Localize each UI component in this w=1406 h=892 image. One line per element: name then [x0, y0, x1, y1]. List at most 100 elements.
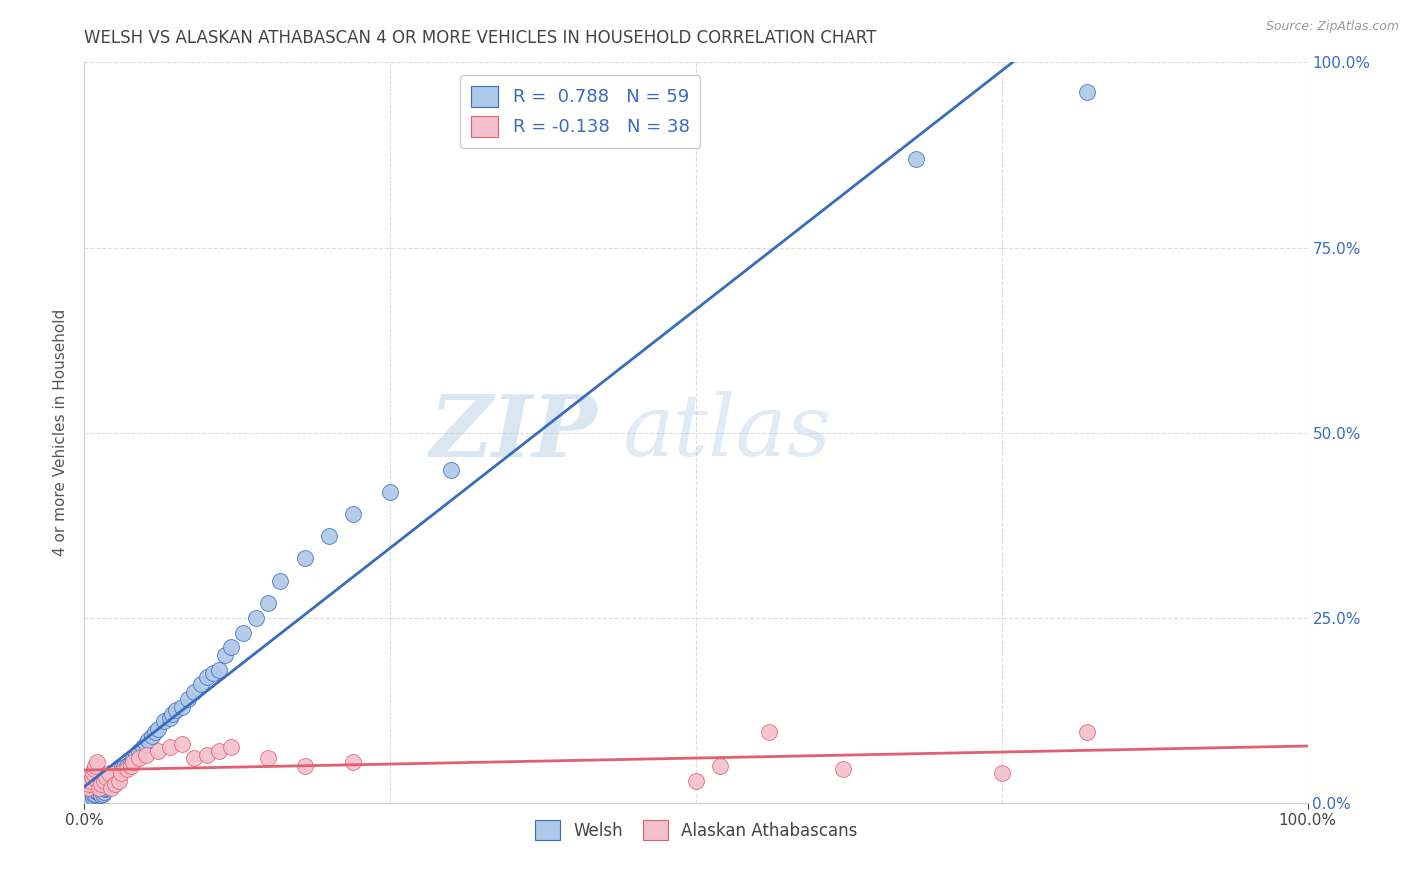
- Point: [93, 785, 115, 799]
- Point: [115, 763, 138, 777]
- Point: [86, 784, 108, 798]
- Point: [1076, 85, 1098, 99]
- Point: [905, 152, 928, 166]
- Text: Source: ZipAtlas.com: Source: ZipAtlas.com: [1265, 20, 1399, 33]
- Point: [100, 780, 122, 795]
- Point: [195, 670, 218, 684]
- Point: [97, 777, 120, 791]
- Point: [86, 755, 108, 769]
- Point: [122, 751, 145, 765]
- Point: [177, 692, 200, 706]
- Point: [112, 760, 135, 774]
- Point: [83, 763, 105, 777]
- Point: [135, 737, 157, 751]
- Point: [219, 740, 242, 755]
- Point: [183, 685, 205, 699]
- Point: [89, 780, 111, 794]
- Point: [136, 732, 159, 747]
- Point: [195, 747, 218, 762]
- Point: [105, 767, 128, 781]
- Point: [190, 677, 212, 691]
- Point: [440, 462, 463, 476]
- Point: [318, 529, 340, 543]
- Point: [342, 755, 364, 769]
- Point: [86, 785, 108, 799]
- Point: [107, 773, 129, 788]
- Point: [87, 782, 110, 797]
- Point: [162, 706, 184, 721]
- Point: [104, 770, 127, 784]
- Legend: Welsh, Alaskan Athabascans: Welsh, Alaskan Athabascans: [529, 814, 863, 847]
- Point: [97, 775, 120, 789]
- Text: atlas: atlas: [623, 392, 832, 474]
- Text: ZIP: ZIP: [430, 391, 598, 475]
- Point: [232, 625, 254, 640]
- Point: [84, 758, 107, 772]
- Point: [758, 725, 780, 739]
- Point: [96, 770, 118, 784]
- Point: [103, 772, 125, 786]
- Point: [257, 751, 280, 765]
- Point: [96, 780, 118, 795]
- Point: [831, 763, 853, 777]
- Point: [77, 780, 100, 795]
- Point: [294, 551, 316, 566]
- Point: [685, 773, 707, 788]
- Point: [110, 766, 132, 780]
- Point: [245, 610, 267, 624]
- Point: [709, 758, 731, 772]
- Point: [294, 758, 316, 772]
- Point: [342, 507, 364, 521]
- Point: [159, 740, 181, 755]
- Point: [257, 596, 280, 610]
- Point: [380, 484, 402, 499]
- Point: [79, 773, 101, 788]
- Point: [214, 648, 236, 662]
- Point: [82, 766, 104, 780]
- Point: [208, 744, 231, 758]
- Point: [146, 744, 169, 758]
- Point: [97, 766, 120, 780]
- Point: [115, 758, 138, 772]
- Point: [83, 789, 105, 803]
- Point: [153, 714, 176, 729]
- Point: [143, 725, 166, 739]
- Point: [79, 792, 101, 806]
- Point: [159, 711, 181, 725]
- Point: [87, 780, 110, 795]
- Point: [208, 663, 231, 677]
- Point: [128, 751, 150, 765]
- Point: [165, 703, 187, 717]
- Point: [104, 777, 127, 791]
- Point: [87, 780, 110, 795]
- Text: WELSH VS ALASKAN ATHABASCAN 4 OR MORE VEHICLES IN HOUSEHOLD CORRELATION CHART: WELSH VS ALASKAN ATHABASCAN 4 OR MORE VE…: [84, 29, 877, 47]
- Point: [201, 666, 224, 681]
- Point: [77, 777, 100, 791]
- Point: [100, 773, 122, 788]
- Point: [120, 758, 142, 772]
- Point: [91, 787, 114, 801]
- Point: [90, 777, 112, 791]
- Point: [141, 729, 163, 743]
- Point: [1076, 725, 1098, 739]
- Point: [80, 770, 103, 784]
- Point: [93, 773, 115, 788]
- Point: [84, 787, 107, 801]
- Point: [94, 782, 117, 797]
- Point: [183, 751, 205, 765]
- Point: [107, 766, 129, 780]
- Point: [135, 747, 157, 762]
- Y-axis label: 4 or more Vehicles in Household: 4 or more Vehicles in Household: [53, 309, 69, 557]
- Point: [120, 755, 142, 769]
- Point: [125, 747, 148, 762]
- Point: [269, 574, 291, 588]
- Point: [97, 780, 120, 794]
- Point: [82, 789, 104, 804]
- Point: [991, 766, 1014, 780]
- Point: [90, 789, 112, 803]
- Point: [128, 744, 150, 758]
- Point: [110, 763, 132, 777]
- Point: [132, 740, 155, 755]
- Point: [172, 737, 194, 751]
- Point: [146, 722, 169, 736]
